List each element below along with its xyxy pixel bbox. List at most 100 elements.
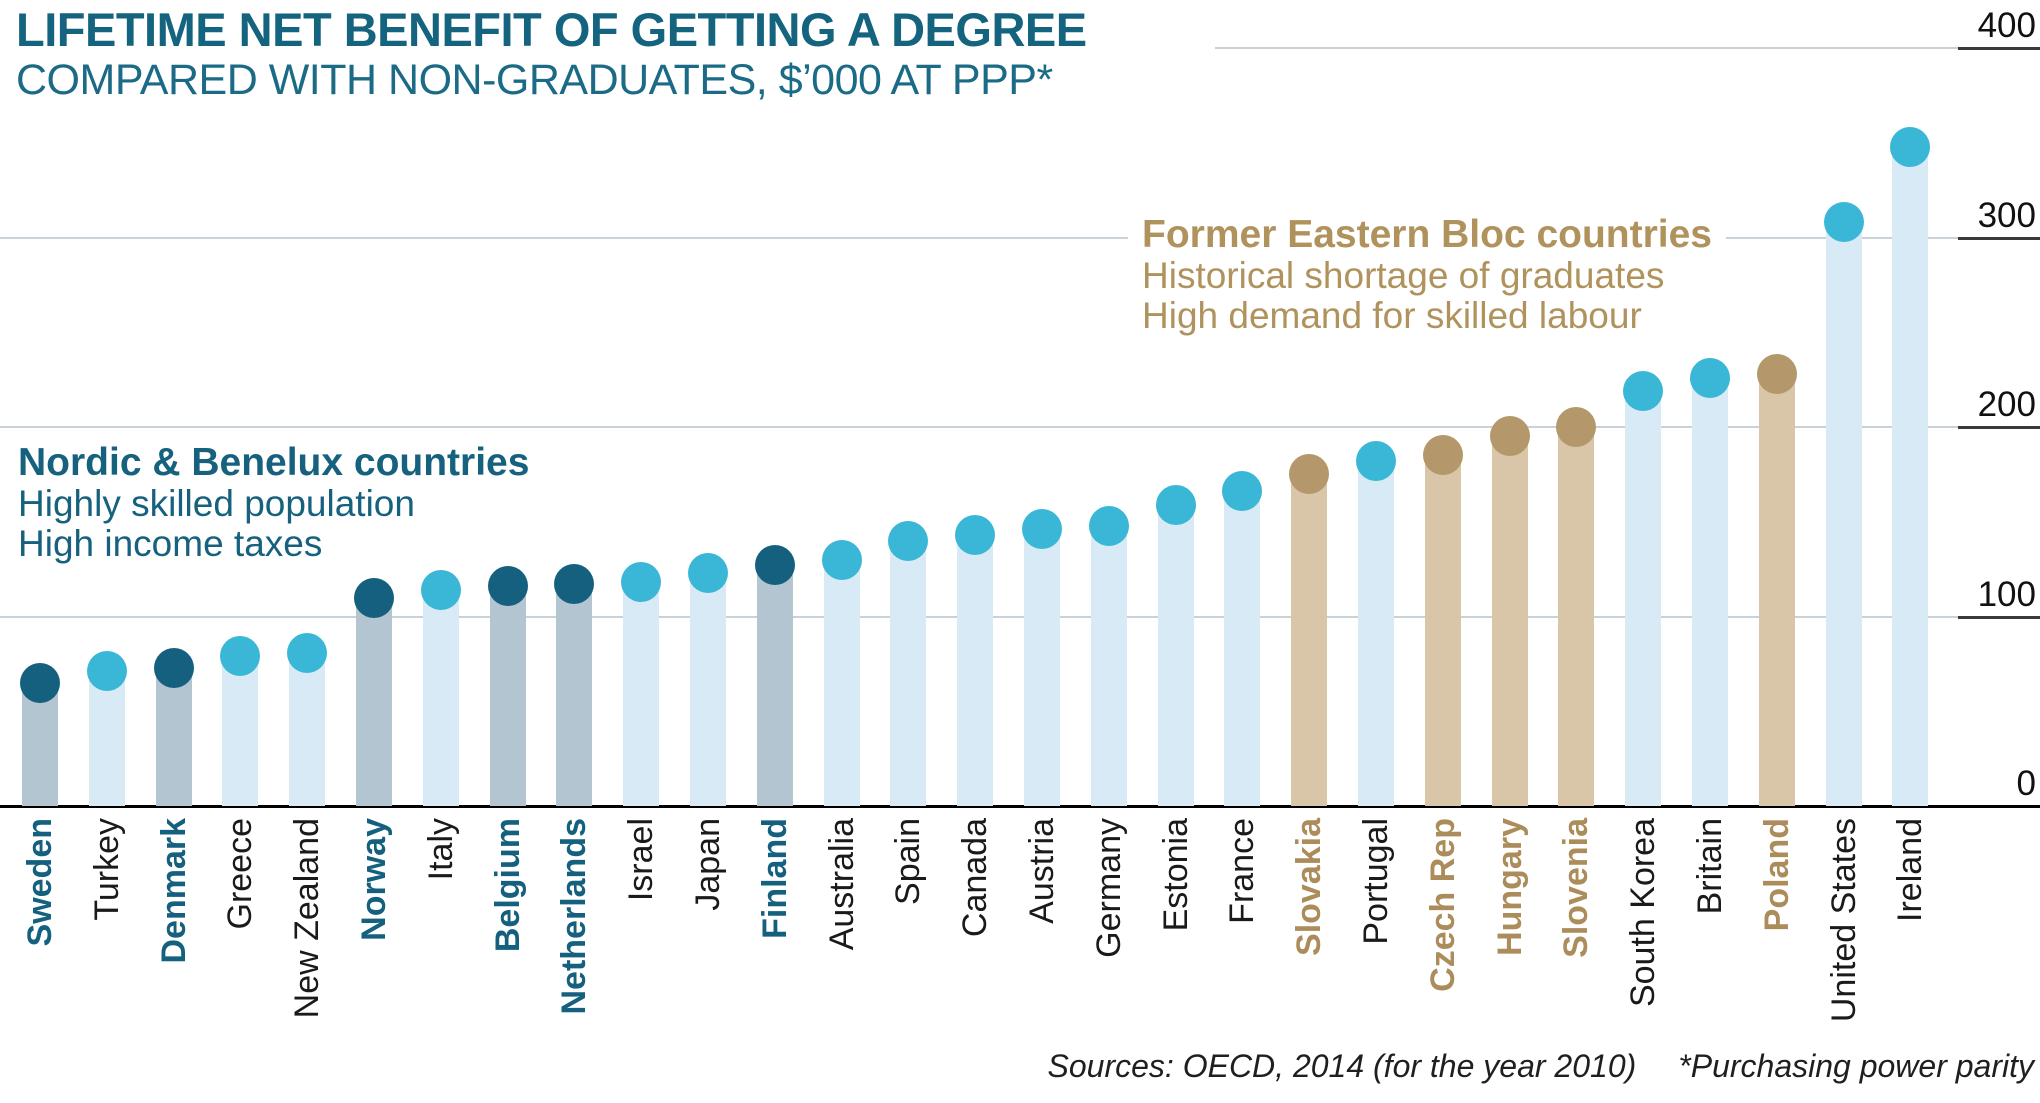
dot-austria — [1022, 509, 1062, 550]
x-label-norway: Norway — [355, 818, 393, 941]
dot-britain — [1690, 357, 1730, 398]
x-label-slovenia: Slovenia — [1557, 818, 1596, 958]
x-label-greece: Greece — [221, 818, 260, 930]
dot-france — [1222, 471, 1263, 512]
dot-slovenia — [1556, 407, 1597, 447]
x-label-netherlands: Netherlands — [555, 818, 594, 1015]
x-label-hungary: Hungary — [1490, 818, 1529, 956]
dot-belgium — [487, 566, 528, 607]
axis-label-100: 100 — [1977, 574, 2036, 614]
source-text: Sources: OECD, 2014 (for the year 2010) — [1047, 1048, 1637, 1084]
x-label-spain: Spain — [889, 818, 928, 905]
x-label-estonia: Estonia — [1156, 818, 1195, 932]
annotation-nordic-line1: Highly skilled population — [18, 483, 415, 524]
axis-label-200: 200 — [1977, 385, 2036, 424]
dot-south-korea — [1623, 370, 1664, 411]
bar-greece — [222, 656, 259, 806]
x-label-israel: Israel — [622, 818, 661, 902]
dot-canada — [955, 515, 996, 555]
annotation-eastern-line2: High demand for skilled labour — [1142, 295, 1642, 336]
x-label-germany: Germany — [1089, 818, 1128, 958]
annotation-nordic-heading: Nordic & Benelux countries — [18, 441, 530, 484]
bar-new-zealand — [289, 652, 326, 806]
footnote-text: *Purchasing power parity — [1678, 1048, 2034, 1084]
bar-south-korea — [1625, 391, 1662, 806]
x-label-new-zealand: New Zealand — [288, 818, 327, 1019]
dot-germany — [1088, 505, 1129, 546]
bar-slovakia — [1291, 474, 1328, 806]
annotation-eastern-line1: Historical shortage of graduates — [1142, 255, 1665, 296]
gridline-400 — [1215, 47, 1958, 49]
axis-label-0: 0 — [2016, 764, 2036, 803]
dot-finland — [754, 545, 795, 586]
x-label-czech-rep: Czech Rep — [1423, 818, 1462, 992]
bar-britain — [1692, 377, 1728, 806]
chart-subtitle: COMPARED WITH NON-GRADUATES, $’000 AT PP… — [16, 56, 1053, 104]
dot-greece — [220, 636, 261, 677]
bar-slovenia — [1558, 427, 1595, 806]
chart-title: LIFETIME NET BENEFIT OF GETTING A DEGREE — [16, 3, 1087, 56]
annotation-nordic-line2: High income taxes — [18, 523, 323, 564]
axis-label-400: 400 — [1977, 6, 2036, 45]
x-label-britain: Britain — [1691, 818, 1729, 915]
bar-czech-rep — [1424, 455, 1461, 806]
dot-turkey — [86, 651, 127, 692]
bar-belgium — [489, 586, 526, 806]
dot-denmark — [153, 647, 194, 688]
bar-finland — [756, 565, 793, 806]
source-line: Sources: OECD, 2014 (for the year 2010) *… — [1048, 1048, 2034, 1085]
gridline-300 — [0, 236, 1128, 239]
x-label-finland: Finland — [755, 818, 794, 939]
dot-united-states — [1823, 202, 1864, 243]
x-label-united-states: United States — [1824, 818, 1863, 1023]
dot-estonia — [1155, 484, 1196, 525]
dot-australia — [821, 539, 862, 580]
gridline-200 — [0, 426, 1958, 428]
bar-estonia — [1157, 504, 1194, 806]
bar-australia — [823, 559, 860, 806]
axis-tick-200 — [1958, 426, 2040, 429]
x-label-slovakia: Slovakia — [1290, 818, 1329, 956]
bar-spain — [890, 540, 927, 806]
dot-new-zealand — [287, 632, 328, 673]
dot-portugal — [1356, 441, 1396, 482]
bar-canada — [957, 535, 994, 806]
x-label-sweden: Sweden — [21, 818, 59, 947]
x-label-canada: Canada — [956, 818, 995, 938]
dot-norway — [354, 577, 394, 618]
axis-tick-300 — [1958, 236, 2040, 240]
dot-netherlands — [554, 564, 595, 605]
bar-portugal — [1358, 461, 1394, 806]
x-label-france: France — [1223, 818, 1262, 924]
bar-united-states — [1825, 222, 1862, 806]
annotation-eastern-bloc: Former Eastern Bloc countries Historical… — [1128, 212, 1726, 338]
x-label-turkey: Turkey — [87, 818, 126, 921]
dot-ireland — [1890, 126, 1931, 167]
bar-hungary — [1491, 436, 1528, 806]
x-label-australia: Australia — [822, 818, 861, 951]
x-axis-line — [0, 805, 2040, 808]
axis-tick-100 — [1958, 615, 2040, 619]
x-label-italy: Italy — [421, 818, 460, 881]
bar-poland — [1758, 373, 1795, 806]
dot-israel — [621, 562, 662, 603]
axis-tick-400 — [1958, 47, 2040, 50]
dot-slovakia — [1289, 454, 1330, 495]
dot-italy — [420, 569, 461, 610]
annotation-nordic-benelux: Nordic & Benelux countries Highly skille… — [18, 442, 529, 564]
bar-italy — [422, 589, 459, 806]
dot-sweden — [20, 662, 60, 703]
bar-germany — [1090, 525, 1127, 806]
bar-netherlands — [556, 584, 593, 806]
x-label-japan: Japan — [689, 818, 727, 911]
x-label-poland: Poland — [1757, 818, 1796, 932]
axis-label-300: 300 — [1977, 195, 2036, 235]
x-label-portugal: Portugal — [1357, 818, 1395, 945]
x-label-austria: Austria — [1023, 818, 1061, 924]
annotation-eastern-heading: Former Eastern Bloc countries — [1142, 213, 1712, 256]
bar-denmark — [155, 667, 192, 806]
bar-sweden — [22, 682, 58, 806]
dot-spain — [888, 520, 929, 561]
bar-ireland — [1892, 146, 1929, 806]
dot-japan — [688, 552, 728, 593]
